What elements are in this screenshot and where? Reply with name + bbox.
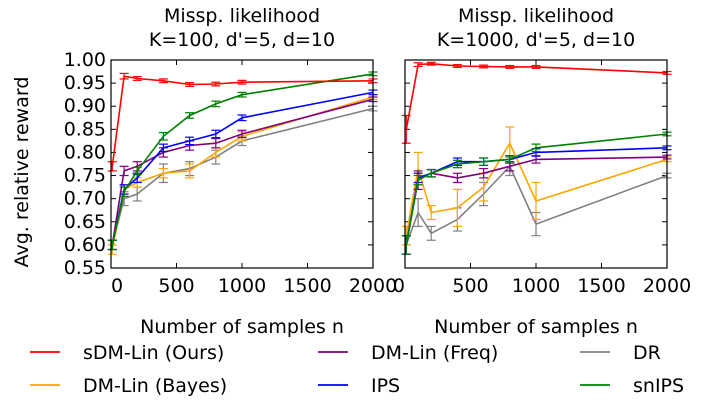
y-tick-label: 1.00 [64, 49, 106, 71]
x-tick-label: 2000 [349, 275, 397, 297]
y-tick-label: 0.55 [64, 257, 106, 279]
legend-label: DR [633, 342, 661, 364]
y-axis-label: Avg. relative reward [11, 77, 33, 268]
legend-label: IPS [371, 375, 400, 397]
y-tick-label: 0.85 [64, 118, 106, 140]
plot-frame [404, 59, 668, 269]
series-line-ips [405, 147, 668, 246]
y-tick-label: 0.75 [64, 165, 106, 187]
series-line-dr [405, 164, 668, 246]
panel-title-line: Missp. likelihood [164, 5, 320, 27]
y-tick-label: 0.80 [64, 141, 106, 163]
y-tick-label: 0.90 [64, 95, 106, 117]
x-tick-label: 0 [111, 275, 123, 297]
series-line-dr [111, 107, 374, 246]
legend-label: sDM-Lin (Ours) [83, 342, 224, 364]
x-tick-label: 500 [452, 275, 488, 297]
series-line-sdm-lin-ours [111, 75, 374, 167]
y-tick-label: 0.65 [64, 211, 106, 233]
series-line-snips [405, 133, 668, 246]
x-tick-label: 1000 [512, 275, 560, 297]
series-line-sdm-lin-ours [405, 62, 668, 130]
x-tick-label: 0 [393, 275, 405, 297]
series-line-dm-lin-bayes [111, 96, 374, 250]
plot-frame [110, 59, 374, 269]
x-tick-label: 1000 [218, 275, 266, 297]
x-axis-label: Number of samples n [140, 316, 344, 338]
x-tick-label: 1500 [283, 275, 331, 297]
x-tick-label: 500 [158, 275, 194, 297]
x-axis-label: Number of samples n [434, 316, 638, 338]
series-line-dm-lin-freq [111, 98, 374, 246]
legend-label: DM-Lin (Bayes) [83, 375, 227, 397]
panel-title-line: Missp. likelihood [458, 5, 614, 27]
y-tick-label: 0.60 [64, 234, 106, 256]
legend-label: snIPS [633, 375, 684, 397]
legend-label: DM-Lin (Freq) [371, 342, 498, 364]
legend: sDM-Lin (Ours) DM-Lin (Freq) DR DM-Lin (Bay… [30, 342, 684, 397]
x-tick-label: 2000 [643, 275, 691, 297]
y-tick-label: 0.95 [64, 72, 106, 94]
x-tick-label: 1500 [577, 275, 625, 297]
panel-title-line: K=1000, d'=5, d=10 [437, 29, 635, 51]
series-line-snips [111, 73, 374, 246]
panel-title-line: K=100, d'=5, d=10 [149, 29, 335, 51]
y-tick-label: 0.70 [64, 188, 106, 210]
